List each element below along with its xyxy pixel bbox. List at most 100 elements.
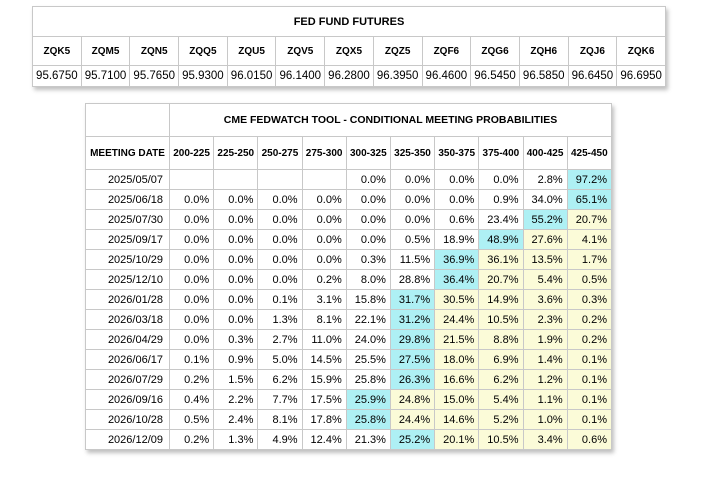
meeting-date-cell: 2025/07/30: [85, 209, 170, 230]
probability-cell: 2.7%: [257, 329, 303, 350]
fedwatch-header-row: MEETING DATE 200-225 225-250 250-275 275-30…: [85, 136, 613, 170]
futures-price-value: 96.4600: [421, 65, 472, 87]
probability-cell: [257, 169, 303, 190]
rate-range-header: 200-225: [168, 136, 215, 170]
probability-cell: 1.1%: [522, 389, 568, 410]
rate-range-header: 300-325: [345, 136, 391, 170]
probability-cell: 27.6%: [522, 229, 568, 250]
probability-cell: 0.0%: [168, 289, 215, 310]
futures-price-value: 96.6950: [616, 65, 666, 87]
probability-cell: 14.6%: [434, 409, 480, 430]
probability-cell: 0.5%: [566, 269, 613, 290]
probability-cell: 6.2%: [478, 369, 524, 390]
probability-cell: 1.3%: [257, 309, 303, 330]
probability-cell: 3.1%: [301, 289, 347, 310]
fed-fund-futures-panel: FED FUND FUTURES ZQK5 ZQM5 ZQN5 ZQQ5 ZQU5 ZQV…: [32, 6, 666, 87]
probability-cell: 13.5%: [522, 249, 568, 270]
probability-cell: 0.0%: [345, 169, 391, 190]
probability-cell: 24.4%: [389, 409, 436, 430]
meeting-date-cell: 2026/03/18: [85, 309, 170, 330]
probability-cell: 0.0%: [389, 189, 436, 210]
probability-cell: 0.0%: [434, 189, 480, 210]
probability-cell: 0.0%: [213, 189, 259, 210]
probability-cell: 0.1%: [566, 389, 613, 410]
probability-cell: 0.0%: [345, 229, 391, 250]
probability-cell: 3.4%: [522, 429, 568, 450]
probability-cell: 8.0%: [345, 269, 391, 290]
probability-cell: 0.2%: [301, 269, 347, 290]
probability-cell: 2.3%: [522, 309, 568, 330]
probability-cell: 0.2%: [566, 309, 613, 330]
probability-cell: 0.0%: [257, 269, 303, 290]
probability-cell: 24.0%: [345, 329, 391, 350]
probability-cell: 24.8%: [389, 389, 436, 410]
probability-cell: 22.1%: [345, 309, 391, 330]
futures-price-value: 96.1400: [275, 65, 326, 87]
probability-cell: 0.0%: [345, 189, 391, 210]
probability-cell: 24.4%: [434, 309, 480, 330]
fedwatch-probability-table: CME FEDWATCH TOOL - CONDITIONAL MEETING …: [85, 103, 613, 450]
probability-cell: 25.8%: [345, 409, 391, 430]
meeting-row: 2026/10/28 0.5% 2.4% 8.1% 17.8% 25.8% 24.4% 14.…: [85, 409, 613, 430]
probability-cell: 0.0%: [345, 209, 391, 230]
probability-cell: 65.1%: [566, 189, 613, 210]
probability-cell: 10.5%: [478, 429, 524, 450]
probability-cell: 55.2%: [522, 209, 568, 230]
probability-cell: 1.9%: [522, 329, 568, 350]
fedwatch-title: CME FEDWATCH TOOL - CONDITIONAL MEETING …: [169, 103, 612, 137]
rate-range-header: 325-350: [389, 136, 436, 170]
probability-cell: 0.0%: [257, 249, 303, 270]
probability-cell: 0.5%: [389, 229, 436, 250]
futures-price-value: 95.6750: [32, 65, 82, 87]
probability-cell: 0.0%: [168, 229, 215, 250]
futures-price-value: 95.9300: [178, 65, 228, 87]
probability-cell: 0.4%: [168, 389, 215, 410]
probability-cell: 15.9%: [301, 369, 347, 390]
probability-cell: 29.8%: [389, 329, 436, 350]
rate-range-header: 350-375: [434, 136, 480, 170]
probability-cell: 1.3%: [213, 429, 259, 450]
rate-range-header: 250-275: [257, 136, 303, 170]
probability-cell: 0.1%: [566, 349, 613, 370]
futures-price-row: 95.6750 95.7100 95.7650 95.9300 96.0150 96.14…: [32, 65, 666, 87]
probability-cell: 18.0%: [434, 349, 480, 370]
probability-cell: 2.4%: [213, 409, 259, 430]
probability-cell: 25.2%: [389, 429, 436, 450]
meeting-date-cell: 2026/12/09: [85, 429, 170, 450]
probability-cell: 25.5%: [345, 349, 391, 370]
probability-cell: 8.8%: [478, 329, 524, 350]
probability-cell: 21.5%: [434, 329, 480, 350]
rate-range-header: 425-450: [566, 136, 613, 170]
probability-cell: 7.7%: [257, 389, 303, 410]
probability-cell: 0.0%: [213, 249, 259, 270]
probability-cell: 1.4%: [522, 349, 568, 370]
probability-cell: 0.9%: [478, 189, 524, 210]
probability-cell: 15.0%: [434, 389, 480, 410]
probability-cell: 0.0%: [301, 209, 347, 230]
meeting-date-cell: 2026/04/29: [85, 329, 170, 350]
meeting-date-cell: 2025/09/17: [85, 229, 170, 250]
meeting-date-cell: 2025/06/18: [85, 189, 170, 210]
probability-cell: 0.0%: [257, 229, 303, 250]
probability-cell: 17.8%: [301, 409, 347, 430]
meeting-date-cell: 2026/07/29: [85, 369, 170, 390]
probability-cell: 0.0%: [213, 229, 259, 250]
probability-cell: 0.0%: [389, 169, 436, 190]
futures-price-value: 96.2800: [324, 65, 374, 87]
futures-price-value: 96.3950: [372, 65, 423, 87]
meeting-date-cell: 2026/06/17: [85, 349, 170, 370]
probability-cell: [301, 169, 347, 190]
futures-contract-label: ZQM5: [80, 36, 131, 66]
probability-cell: 0.0%: [168, 209, 215, 230]
probability-cell: 0.3%: [345, 249, 391, 270]
probability-cell: 36.9%: [434, 249, 480, 270]
probability-cell: 0.0%: [168, 189, 215, 210]
probability-cell: 0.9%: [213, 349, 259, 370]
probability-cell: 0.0%: [434, 169, 480, 190]
probability-cell: 0.0%: [478, 169, 524, 190]
meeting-row: 2025/12/10 0.0% 0.0% 0.0% 0.2% 8.0% 28.8% 36.4%…: [85, 269, 613, 290]
probability-cell: 0.0%: [213, 289, 259, 310]
probability-cell: 31.7%: [389, 289, 436, 310]
probability-cell: 20.7%: [566, 209, 613, 230]
probability-cell: 31.2%: [389, 309, 436, 330]
